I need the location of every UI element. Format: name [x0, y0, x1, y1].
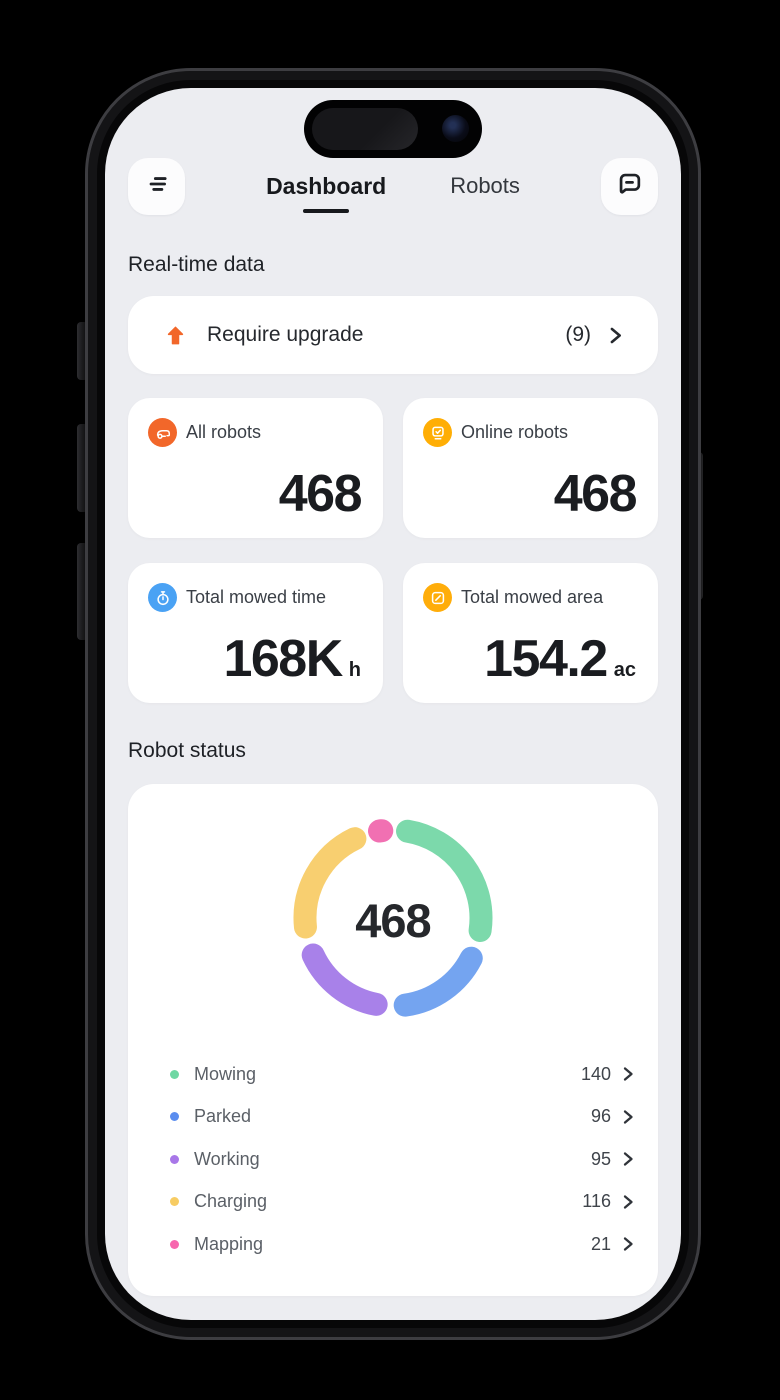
realtime-section-title: Real-time data — [128, 253, 265, 276]
status-dot — [170, 1197, 179, 1207]
stat-value: 168K h — [223, 629, 361, 689]
legend-row-working[interactable]: Working 95 — [170, 1138, 636, 1181]
stat-unit: ac — [613, 659, 636, 681]
status-dot — [170, 1154, 179, 1164]
chat-bubble-icon — [616, 170, 643, 202]
stat-card-total-mowed-time[interactable]: Total mowed time 168K h — [128, 563, 383, 703]
legend-value: 95 — [590, 1148, 611, 1169]
legend-row-mapping[interactable]: Mapping 21 — [170, 1223, 636, 1266]
upgrade-count: (9) — [565, 323, 591, 346]
legend-label: Working — [194, 1148, 260, 1169]
area-measure-icon — [423, 583, 452, 612]
stat-head: Total mowed area — [423, 583, 638, 612]
dynamic-island — [304, 100, 482, 158]
nav-tabs: Dashboard Robots — [185, 172, 601, 213]
front-camera — [442, 115, 469, 142]
donut-center-total: 468 — [355, 894, 431, 947]
tab-robots-label: Robots — [450, 173, 520, 198]
legend-value: 116 — [582, 1191, 611, 1212]
chevron-right-icon — [606, 326, 625, 345]
legend-value: 140 — [580, 1063, 611, 1084]
stat-head: All robots — [148, 418, 363, 447]
tab-dashboard-label: Dashboard — [266, 172, 387, 199]
volume-up-button[interactable] — [77, 424, 88, 512]
monitor-check-icon — [423, 418, 452, 447]
stat-number: 468 — [553, 465, 638, 523]
chevron-right-icon — [620, 1066, 636, 1082]
legend-value: 96 — [590, 1106, 611, 1127]
stopwatch-icon — [148, 583, 177, 612]
island-lens — [312, 108, 418, 150]
active-tab-underline — [303, 208, 350, 213]
stat-number: 154.2 — [484, 630, 608, 688]
robot-status-card: 468 Mowing 140 Parked 96 Working 95 Char… — [128, 784, 658, 1296]
menu-icon — [144, 171, 170, 202]
messages-button[interactable] — [601, 157, 658, 215]
stat-head: Total mowed time — [148, 583, 363, 612]
donut-segment-charging — [293, 827, 367, 939]
chevron-right-icon — [620, 1236, 636, 1252]
chevron-right-icon — [620, 1194, 636, 1210]
phone-screen: Dashboard Robots — [105, 88, 681, 1320]
status-dot — [170, 1239, 179, 1249]
status-legend: Mowing 140 Parked 96 Working 95 Charging… — [170, 1053, 636, 1266]
donut-segment-working — [301, 943, 388, 1016]
chevron-right-icon — [620, 1109, 636, 1125]
stat-label: All robots — [186, 422, 262, 442]
chevron-right-icon — [620, 1151, 636, 1167]
action-button[interactable] — [77, 322, 88, 380]
upgrade-label: Require upgrade — [207, 323, 364, 346]
stat-card-all-robots[interactable]: All robots 468 — [128, 398, 383, 538]
legend-row-charging[interactable]: Charging 116 — [170, 1181, 636, 1224]
stat-value: 468 — [278, 464, 363, 524]
top-nav: Dashboard Robots — [128, 157, 658, 215]
legend-label: Parked — [194, 1106, 252, 1127]
stat-value: 154.2 ac — [484, 629, 636, 689]
legend-label: Mapping — [194, 1233, 264, 1254]
upgrade-arrow-icon — [164, 324, 187, 347]
stat-label: Total mowed time — [186, 587, 327, 607]
status-donut-chart: 468 — [287, 812, 499, 1029]
volume-down-button[interactable] — [77, 543, 88, 640]
stat-unit: h — [348, 659, 361, 681]
phone-frame: Dashboard Robots — [85, 68, 701, 1340]
donut-svg — [293, 819, 493, 1017]
donut-segment-mowing — [396, 819, 493, 943]
stat-number: 468 — [278, 465, 363, 523]
legend-label: Mowing — [194, 1063, 257, 1084]
robot-mower-icon — [148, 418, 177, 447]
tab-robots[interactable]: Robots — [450, 173, 520, 199]
status-dot — [170, 1069, 179, 1079]
stat-value: 468 — [553, 464, 638, 524]
stat-head: Online robots — [423, 418, 638, 447]
tab-dashboard[interactable]: Dashboard — [266, 172, 387, 213]
app-content: Dashboard Robots — [105, 88, 681, 1320]
legend-row-parked[interactable]: Parked 96 — [170, 1096, 636, 1139]
require-upgrade-card[interactable]: Require upgrade (9) — [128, 296, 658, 374]
legend-value: 21 — [590, 1233, 611, 1254]
legend-label: Charging — [194, 1191, 268, 1212]
robot-status-section-title: Robot status — [128, 739, 246, 762]
stat-card-online-robots[interactable]: Online robots 468 — [403, 398, 658, 538]
stat-label: Total mowed area — [461, 587, 604, 607]
status-dot — [170, 1112, 179, 1122]
stats-grid: All robots 468 — [128, 398, 658, 703]
stat-card-total-mowed-area[interactable]: Total mowed area 154.2 ac — [403, 563, 658, 703]
stat-number: 168K — [223, 630, 343, 688]
stat-label: Online robots — [461, 422, 569, 442]
legend-row-mowing[interactable]: Mowing 140 — [170, 1053, 636, 1096]
menu-button[interactable] — [128, 157, 185, 215]
donut-segment-parked — [393, 946, 483, 1017]
